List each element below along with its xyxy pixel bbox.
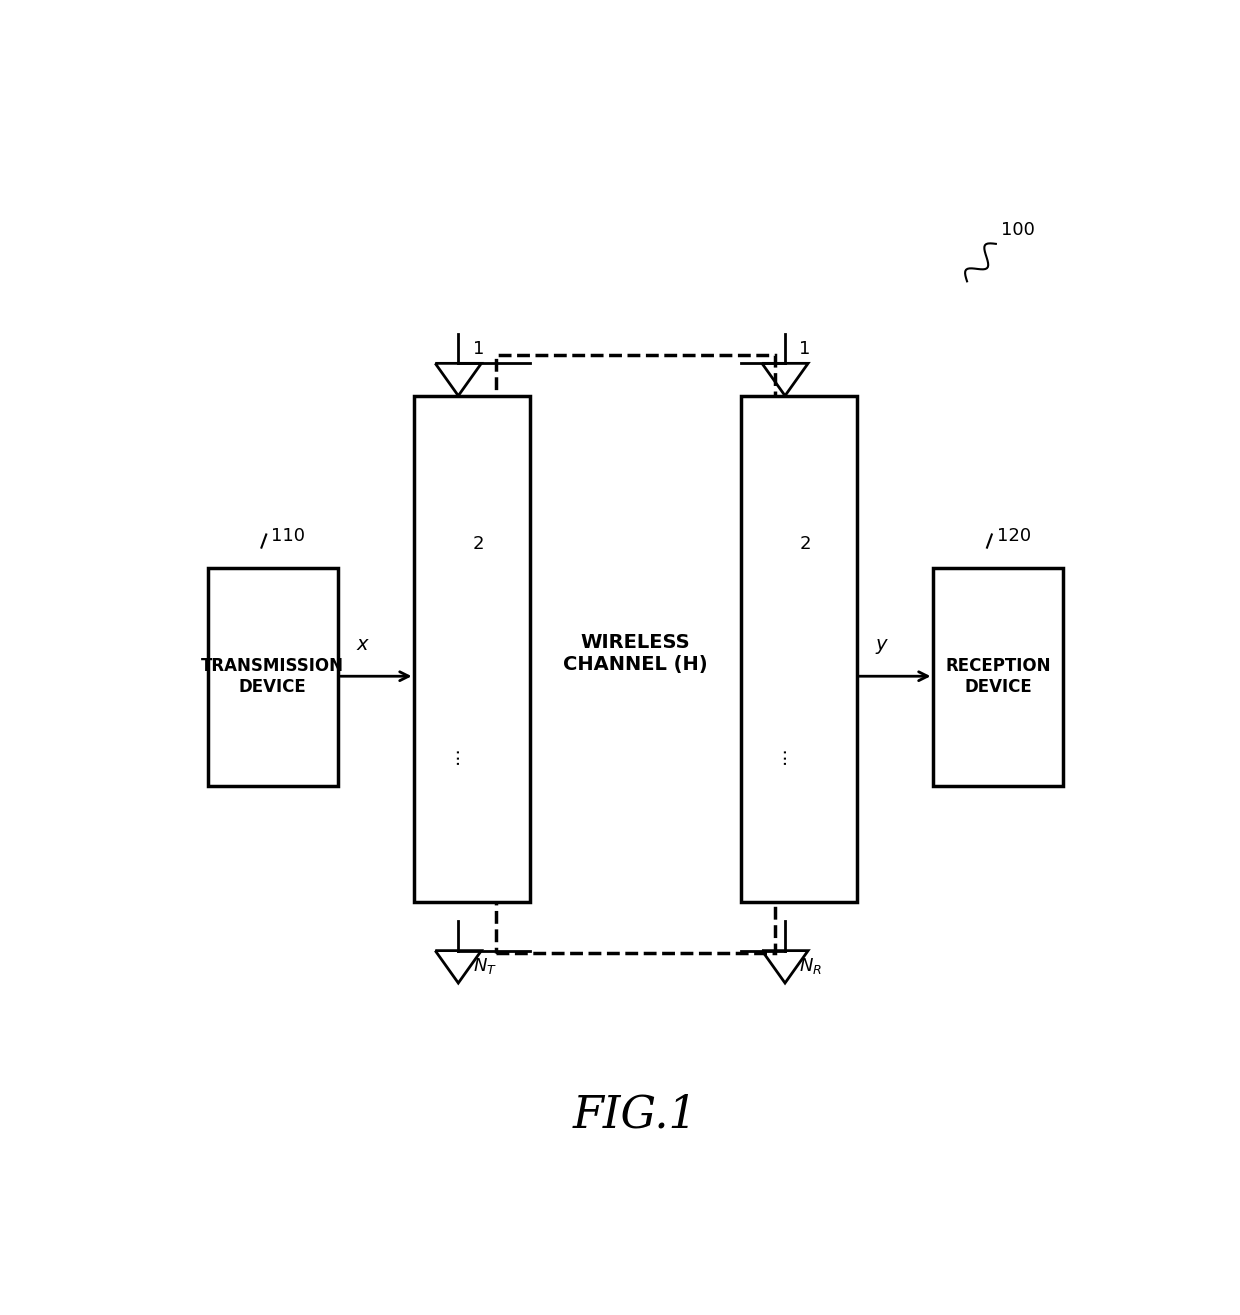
Text: 2: 2	[472, 535, 484, 552]
Text: WIRELESS
CHANNEL (H): WIRELESS CHANNEL (H)	[563, 634, 708, 675]
Text: 1: 1	[800, 341, 811, 358]
Text: ···: ···	[449, 744, 467, 764]
Bar	[208, 568, 337, 785]
Text: 120: 120	[997, 526, 1030, 544]
Text: $N_R$: $N_R$	[800, 956, 822, 976]
Text: y: y	[875, 635, 888, 654]
Text: TRANSMISSION
DEVICE: TRANSMISSION DEVICE	[201, 658, 345, 696]
Text: FIG.1: FIG.1	[573, 1093, 698, 1136]
Bar	[742, 396, 857, 902]
Bar	[934, 568, 1063, 785]
Text: 100: 100	[1001, 221, 1034, 239]
Text: ···: ···	[775, 744, 795, 764]
Bar	[414, 396, 529, 902]
Text: 110: 110	[272, 526, 305, 544]
Text: x: x	[357, 635, 368, 654]
Bar	[496, 355, 775, 952]
Text: 1: 1	[472, 341, 484, 358]
Text: 2: 2	[800, 535, 811, 552]
Text: $N_T$: $N_T$	[472, 956, 497, 976]
Text: RECEPTION
DEVICE: RECEPTION DEVICE	[946, 658, 1052, 696]
